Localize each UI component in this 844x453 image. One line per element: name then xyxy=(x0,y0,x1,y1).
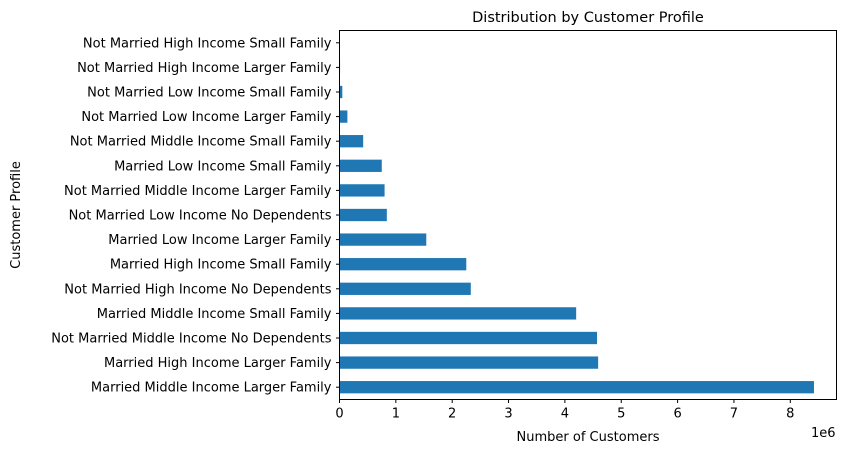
y-tick-label: Not Married Low Income Larger Family xyxy=(81,110,331,125)
y-tick-label: Not Married High Income Small Family xyxy=(83,36,332,51)
y-tick-label: Married Middle Income Larger Family xyxy=(91,381,332,396)
y-tick-label: Not Married Middle Income No Dependents xyxy=(51,332,331,347)
bar xyxy=(339,85,343,99)
x-tick-label: 6 xyxy=(673,407,681,422)
y-tick-label: Married Low Income Larger Family xyxy=(108,233,332,248)
y-axis-ticks: Married Middle Income Larger Family Marri… xyxy=(51,36,340,396)
bar xyxy=(339,159,382,172)
y-tick-label: Married Low Income Small Family xyxy=(114,159,332,174)
y-axis-label: Customer Profile xyxy=(9,161,24,269)
plot-frame xyxy=(339,30,837,400)
bar xyxy=(339,110,348,123)
x-tick-label: 7 xyxy=(730,407,738,422)
bar xyxy=(339,258,467,271)
x-tick-label: 8 xyxy=(786,407,794,422)
y-tick-label: Married Middle Income Small Family xyxy=(97,307,332,322)
bar xyxy=(339,381,814,394)
x-axis-offset-label: 1e6 xyxy=(811,426,836,441)
bar xyxy=(339,135,364,148)
y-tick-label: Not Married High Income Larger Family xyxy=(77,61,332,76)
y-tick-label: Not Married Middle Income Small Family xyxy=(70,135,332,150)
chart-title: Distribution by Customer Profile xyxy=(472,10,704,26)
bar xyxy=(339,307,577,320)
y-tick-label: Married High Income Small Family xyxy=(110,258,332,273)
y-tick-label: Not Married Low Income Small Family xyxy=(87,86,332,101)
y-tick-label: Not Married Middle Income Larger Family xyxy=(64,184,332,199)
y-tick-label: Not Married High Income No Dependents xyxy=(64,282,331,297)
bar xyxy=(339,331,598,345)
y-tick-label: Not Married Low Income No Dependents xyxy=(69,209,332,224)
bar xyxy=(339,208,387,222)
x-tick-label: 5 xyxy=(617,407,625,422)
bar xyxy=(339,356,599,369)
y-tick-label: Married High Income Larger Family xyxy=(104,356,332,371)
bars-group xyxy=(339,36,814,394)
x-tick-label: 0 xyxy=(335,407,343,422)
bar xyxy=(339,282,471,295)
x-axis-ticks: 0 1 2 3 4 5 6 7 8 xyxy=(335,399,794,422)
bar xyxy=(339,233,427,246)
x-axis-label: Number of Customers xyxy=(517,430,660,445)
x-tick-label: 1 xyxy=(392,407,400,422)
x-tick-label: 4 xyxy=(561,407,569,422)
x-tick-label: 2 xyxy=(448,407,456,422)
bar xyxy=(339,184,385,197)
x-tick-label: 3 xyxy=(504,407,512,422)
